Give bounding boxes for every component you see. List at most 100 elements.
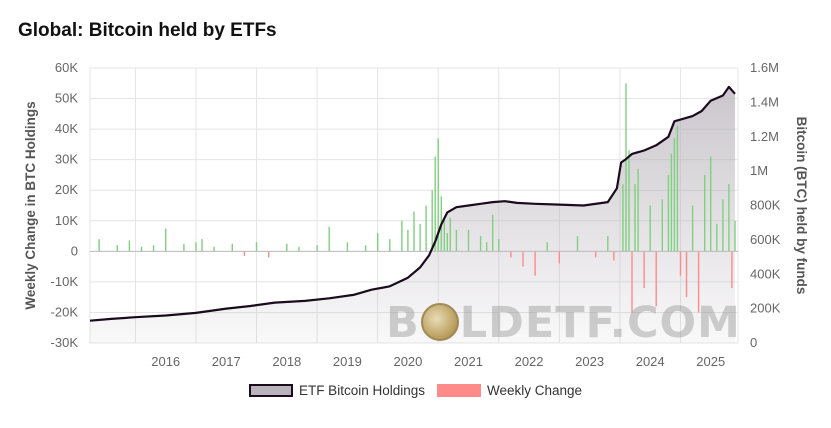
weekly-change-bar <box>467 229 470 252</box>
weekly-change-bar <box>558 251 560 264</box>
weekly-change-bar <box>346 242 349 252</box>
y-right-tick-label: 1.2M <box>750 129 779 144</box>
coin-logo-icon <box>421 303 459 341</box>
y-right-tick-label: 400K <box>750 266 781 281</box>
y-right-tick-label: 600K <box>750 232 781 247</box>
weekly-change-bar <box>98 239 100 252</box>
y-left-tick-label: 60K <box>55 60 78 75</box>
weekly-change-bar <box>625 83 627 252</box>
weekly-change-bar <box>425 205 427 252</box>
holdings-area <box>90 86 735 344</box>
legend-item-weekly[interactable]: Weekly Change <box>437 383 582 398</box>
weekly-change-bar <box>455 229 458 252</box>
weekly-change-bar <box>655 251 657 307</box>
weekly-change-bar <box>231 243 233 252</box>
weekly-change-bar <box>243 251 246 256</box>
x-tick-label: 2022 <box>515 354 544 369</box>
weekly-change-bar <box>595 251 597 258</box>
weekly-change-bar <box>364 245 367 252</box>
weekly-change-bar <box>685 251 688 298</box>
watermark-left: B <box>386 298 420 348</box>
weekly-change-bar <box>510 251 512 258</box>
weekly-change-bar <box>152 245 155 252</box>
weekly-change-bar <box>389 239 391 252</box>
weekly-change-bar <box>534 251 536 276</box>
holdings-line <box>89 85 736 322</box>
legend-label-weekly: Weekly Change <box>487 383 583 398</box>
watermark-right: LDETF.COM <box>459 298 741 348</box>
weekly-change-bar <box>328 226 330 252</box>
y-left-tick-label: 20K <box>55 182 78 197</box>
x-tick-label: 2023 <box>575 354 604 369</box>
weekly-change-bar <box>728 184 730 252</box>
weekly-change-bar <box>634 184 636 252</box>
weekly-change-bar <box>697 251 700 313</box>
y-left-tick-label: 40K <box>55 121 78 136</box>
y-left-tick-label: -30K <box>51 335 79 350</box>
weekly-change-bar <box>622 184 624 252</box>
y-right-axis-title: Bitcoin (BTC) held by funds <box>794 117 809 295</box>
weekly-change-bar <box>576 236 579 252</box>
weekly-change-bar <box>268 251 270 258</box>
weekly-change-bar <box>255 242 258 252</box>
weekly-change-bar <box>667 174 670 252</box>
y-left-tick-label: 10K <box>55 213 78 228</box>
weekly-change-bar <box>492 214 494 252</box>
weekly-change-bar <box>140 246 143 252</box>
weekly-change-bar <box>437 138 439 252</box>
weekly-change-bar <box>607 236 609 252</box>
weekly-change-bar <box>661 199 663 252</box>
x-tick-label: 2020 <box>393 354 422 369</box>
y-right-tick-label: 200K <box>750 301 781 316</box>
legend-swatch-holdings <box>248 384 293 397</box>
weekly-change-bar <box>486 242 488 252</box>
legend-item-holdings[interactable]: ETF Bitcoin Holdings <box>248 383 425 398</box>
weekly-change-bar <box>649 205 651 252</box>
legend-swatch-weekly <box>437 384 481 397</box>
weekly-change-bar <box>183 243 185 252</box>
chart-title: Global: Bitcoin held by ETFs <box>18 20 277 41</box>
weekly-change-bar <box>286 243 288 252</box>
y-right-tick-label: 1M <box>750 163 768 178</box>
weekly-change-bar <box>443 220 445 252</box>
x-tick-label: 2021 <box>454 354 483 369</box>
weekly-change-bar <box>643 251 645 288</box>
weekly-change-bar <box>419 223 421 252</box>
weekly-change-bar <box>316 245 318 252</box>
weekly-change-bar <box>449 217 451 252</box>
weekly-change-bar <box>716 223 718 252</box>
weekly-change-bar <box>195 242 197 252</box>
weekly-change-bar <box>377 233 379 252</box>
weekly-change-bar <box>479 236 482 252</box>
weekly-change-bar <box>710 156 712 252</box>
weekly-change-bar <box>546 242 548 252</box>
x-tick-label: 2024 <box>636 354 665 369</box>
weekly-change-bar <box>631 251 633 313</box>
weekly-change-bar <box>407 229 409 252</box>
x-tick-label: 2018 <box>272 354 301 369</box>
y-left-tick-label: 50K <box>55 91 78 106</box>
weekly-change-bar <box>298 246 300 252</box>
weekly-change-bar <box>413 211 415 252</box>
y-left-tick-label: 30K <box>55 152 78 167</box>
y-right-tick-label: 800K <box>750 198 781 213</box>
weekly-change-bar <box>128 240 131 252</box>
x-tick-label: 2025 <box>696 354 725 369</box>
weekly-change-bar <box>676 126 679 252</box>
weekly-change-bar <box>691 205 694 252</box>
legend-label-holdings: ETF Bitcoin Holdings <box>298 383 425 398</box>
weekly-change-bar <box>704 174 706 252</box>
weekly-change-bar <box>446 233 448 252</box>
x-tick-label: 2019 <box>333 354 362 369</box>
x-tick-label: 2017 <box>212 354 241 369</box>
weekly-change-bar <box>213 246 215 252</box>
weekly-change-bar <box>734 220 736 252</box>
x-tick-label: 2016 <box>151 354 180 369</box>
watermark: B LDETF.COM <box>386 298 741 348</box>
weekly-change-bar <box>522 251 524 267</box>
weekly-change-bar <box>731 251 733 288</box>
weekly-change-bar <box>679 251 682 276</box>
y-left-tick-label: 0 <box>71 243 78 258</box>
weekly-change-bar <box>401 220 403 252</box>
